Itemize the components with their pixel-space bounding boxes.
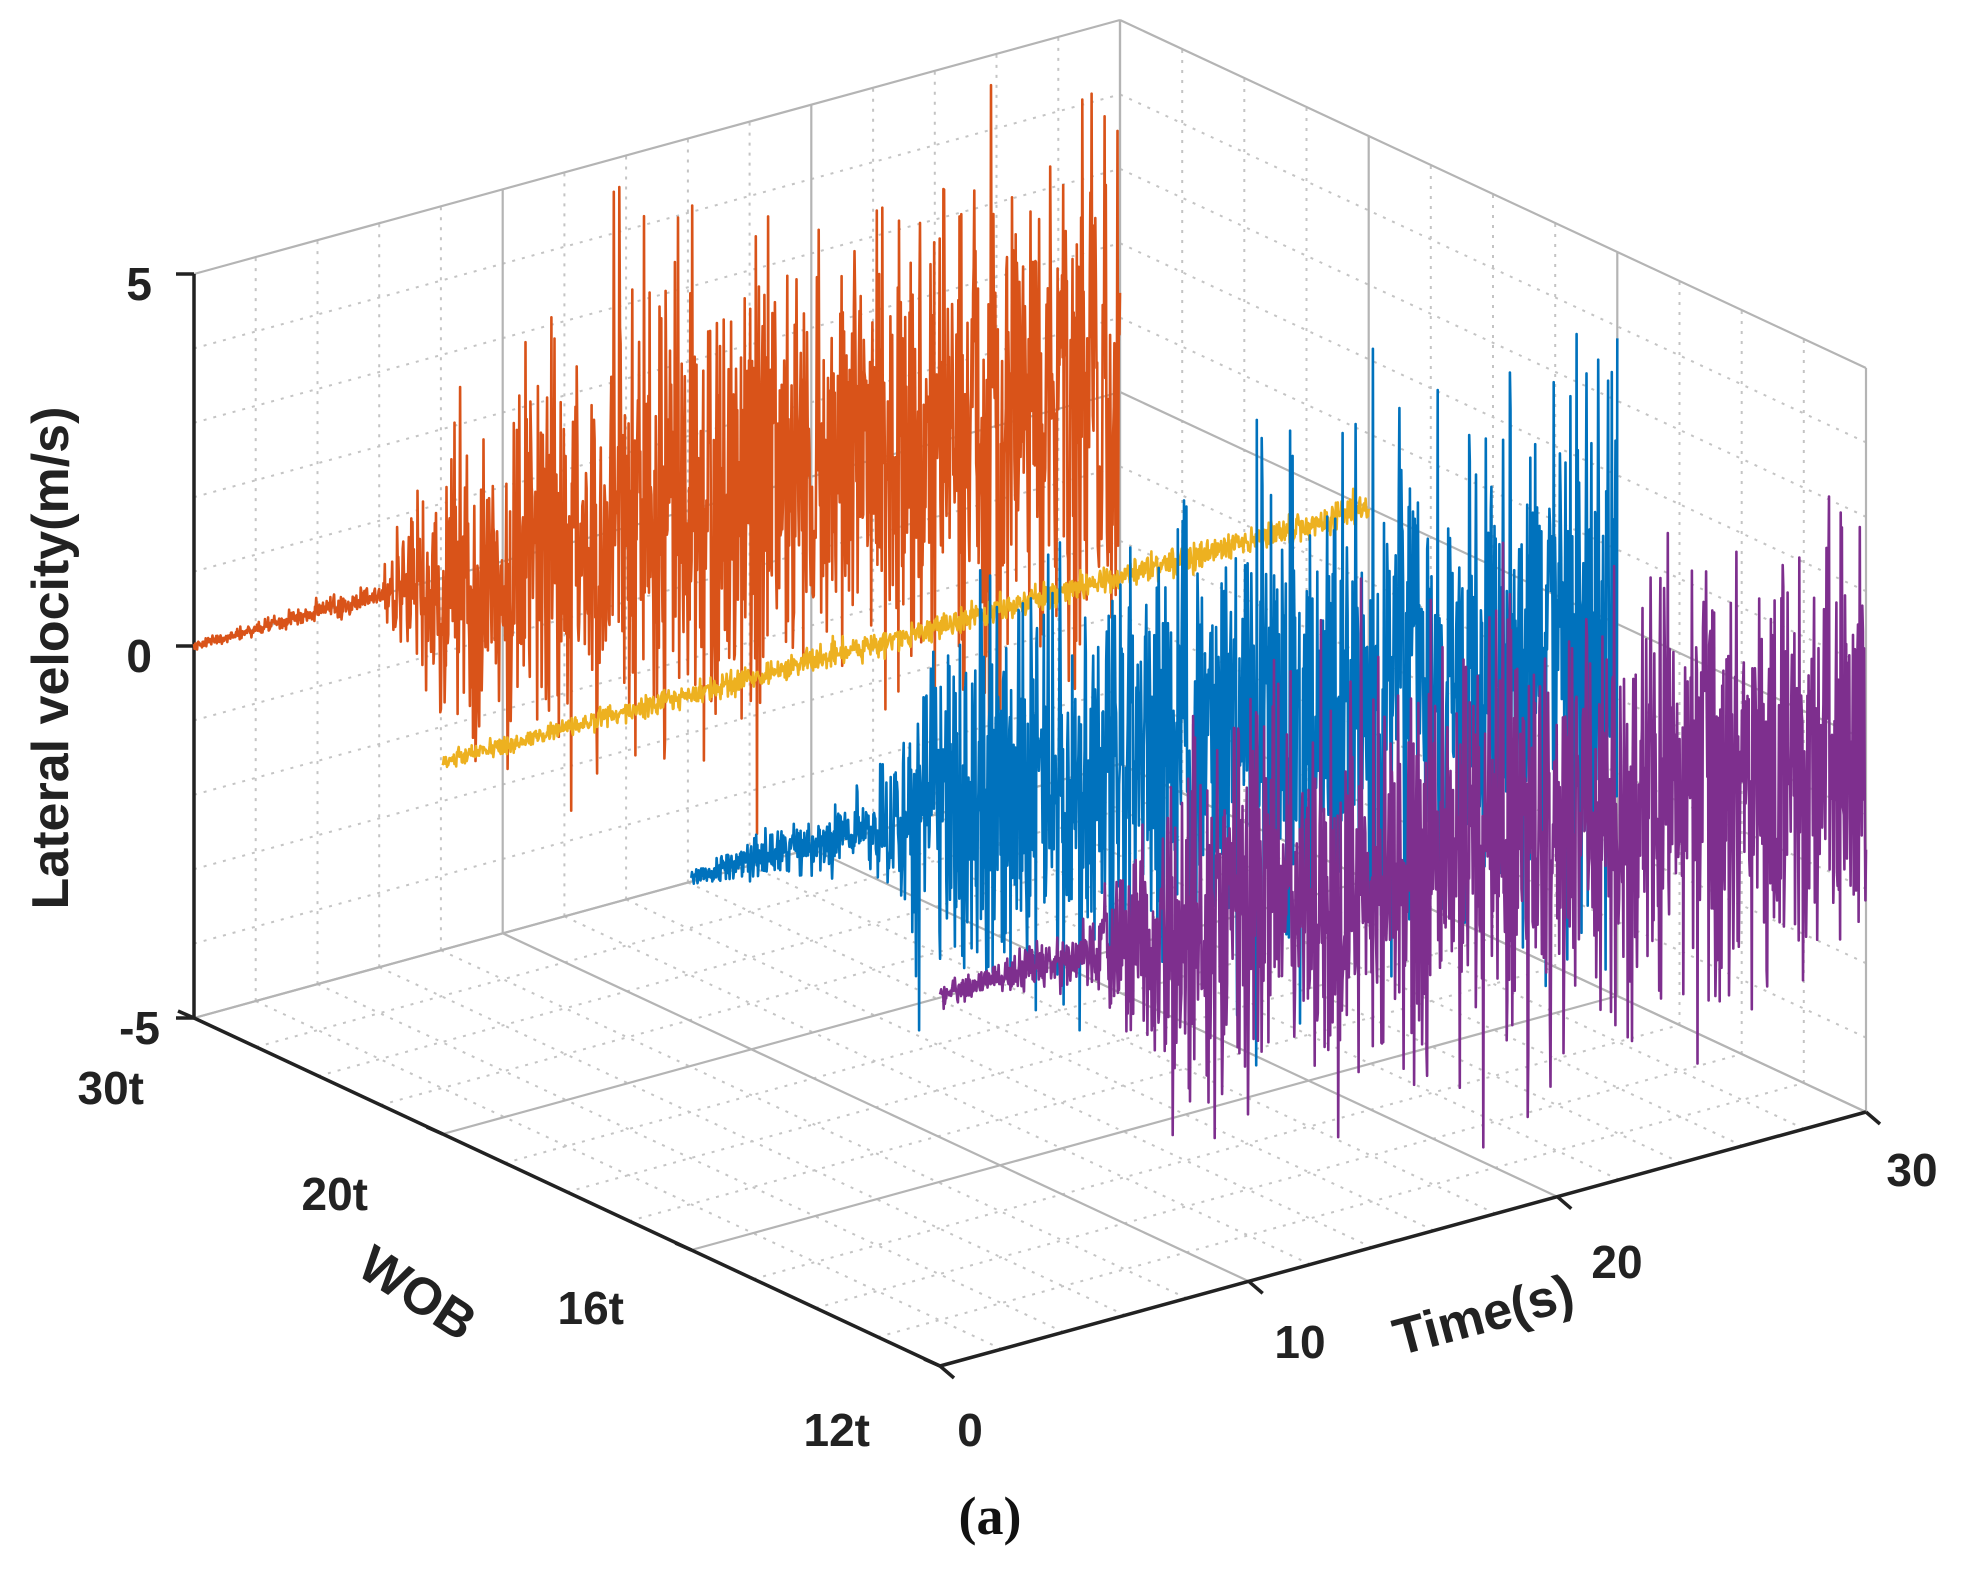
grid-line-minor bbox=[815, 1053, 1742, 1309]
z-tick-label: -5 bbox=[119, 1002, 160, 1054]
z-axis-label: Lateral velocity(m/s) bbox=[22, 407, 80, 910]
time-tick bbox=[938, 1364, 956, 1380]
grid-line-minor bbox=[625, 898, 1373, 1249]
series-line-12t bbox=[938, 495, 1868, 1149]
grid-line-minor bbox=[1119, 167, 1867, 518]
time-tick-label: 20 bbox=[1591, 1236, 1642, 1288]
wob-tick-label: 16t bbox=[558, 1282, 624, 1334]
grid-line-minor bbox=[628, 966, 1556, 1222]
grid-line-minor bbox=[317, 983, 1064, 1334]
wob-tick bbox=[177, 1009, 195, 1020]
time-tick-label: 0 bbox=[957, 1404, 983, 1456]
wob-tick bbox=[674, 1241, 693, 1252]
grid-line-minor bbox=[193, 93, 1121, 350]
grid-line-minor bbox=[193, 167, 1121, 424]
grid-line-minor bbox=[1119, 242, 1867, 593]
time-tick bbox=[1247, 1279, 1264, 1295]
wob-tick-label: 12t bbox=[804, 1404, 870, 1456]
wob-tick bbox=[425, 1125, 444, 1136]
figure-caption: (a) bbox=[959, 1486, 1022, 1546]
wob-tick-label: 20t bbox=[302, 1168, 368, 1220]
time-axis-label: Time(s) bbox=[1387, 1264, 1580, 1368]
grid-line-minor bbox=[563, 915, 1311, 1266]
grid-line-minor bbox=[440, 949, 1188, 1300]
z-tick-label: 5 bbox=[126, 258, 152, 310]
wob-axis-line bbox=[193, 1016, 941, 1368]
grid-line-major bbox=[1119, 19, 1867, 369]
wob-axis-label: WOB bbox=[348, 1235, 486, 1353]
chart-series bbox=[192, 83, 1868, 1149]
grid-line-minor bbox=[193, 242, 1121, 499]
grid-line-minor bbox=[1119, 316, 1867, 667]
grid-line-minor bbox=[1119, 93, 1867, 444]
grid-line-minor bbox=[753, 1024, 1680, 1280]
grid-line-major bbox=[691, 994, 1618, 1252]
time-tick bbox=[1864, 1110, 1882, 1126]
time-tick-label: 30 bbox=[1886, 1144, 1937, 1196]
time-tick-label: 10 bbox=[1274, 1316, 1325, 1368]
time-axis-line bbox=[939, 1110, 1867, 1368]
wob-tick-label: 30t bbox=[78, 1062, 144, 1114]
wob-tick bbox=[923, 1357, 941, 1368]
grid-line-major bbox=[193, 18, 1121, 276]
grid-line-major bbox=[502, 932, 1250, 1283]
series-line-20t bbox=[441, 487, 1370, 769]
z-tick-label: 0 bbox=[126, 630, 152, 682]
grid-line-minor bbox=[877, 1082, 1805, 1338]
time-tick bbox=[1556, 1195, 1573, 1211]
grid-line-minor bbox=[255, 1000, 1003, 1351]
grid-line-minor bbox=[749, 864, 1497, 1215]
